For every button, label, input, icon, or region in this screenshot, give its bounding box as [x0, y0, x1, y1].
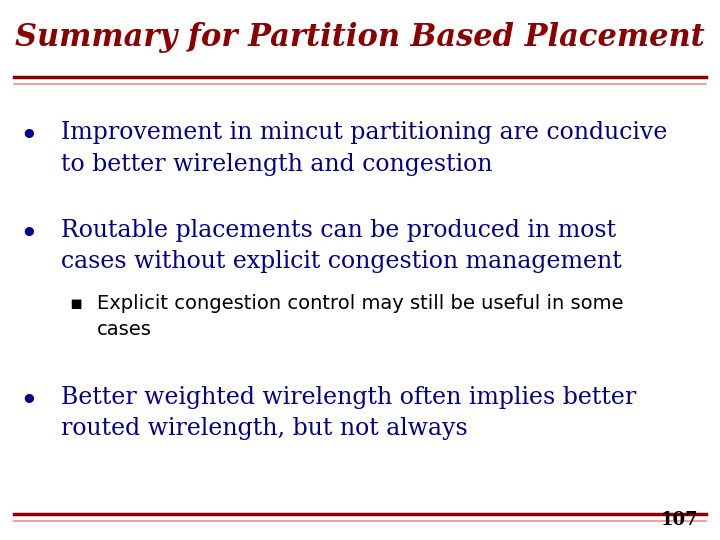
- Text: •: •: [19, 122, 38, 152]
- Text: •: •: [19, 386, 38, 417]
- Text: Routable placements can be produced in most
cases without explicit congestion ma: Routable placements can be produced in m…: [61, 219, 622, 273]
- Text: Improvement in mincut partitioning are conducive
to better wirelength and conges: Improvement in mincut partitioning are c…: [61, 122, 667, 176]
- Text: ▪: ▪: [69, 294, 82, 313]
- Text: Explicit congestion control may still be useful in some
cases: Explicit congestion control may still be…: [97, 294, 624, 339]
- Text: Summary for Partition Based Placement: Summary for Partition Based Placement: [15, 22, 705, 53]
- Text: Better weighted wirelength often implies better
routed wirelength, but not alway: Better weighted wirelength often implies…: [61, 386, 636, 440]
- Text: •: •: [19, 219, 38, 249]
- Text: 107: 107: [661, 511, 698, 529]
